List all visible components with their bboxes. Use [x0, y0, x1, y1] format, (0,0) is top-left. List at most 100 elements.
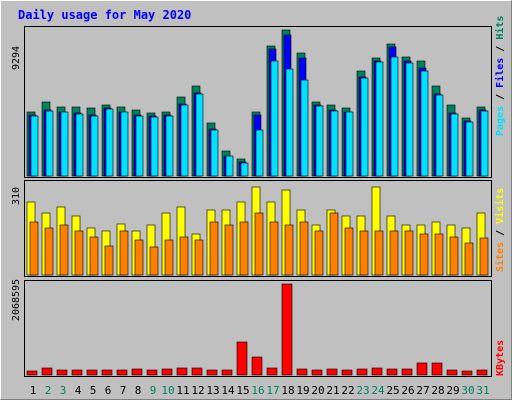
- chart-title: Daily usage for May 2020: [18, 8, 191, 22]
- visits-sites-bar-5: [89, 236, 99, 276]
- x-tick-label-2: 2: [45, 384, 52, 397]
- visits-sites-bar-23: [359, 230, 369, 276]
- kbytes-kbytes-bar-25: [386, 368, 398, 376]
- legend-files: Files: [494, 58, 506, 88]
- hits-pages-bar-5: [90, 115, 99, 177]
- kbytes-kbytes-bar-18: [281, 283, 293, 376]
- hits-pages-bar-11: [180, 104, 189, 177]
- visits-sites-bar-28: [434, 233, 444, 276]
- hits-pages-bar-31: [480, 110, 489, 177]
- kbytes-kbytes-bar-5: [86, 369, 98, 376]
- x-tick-label-31: 31: [476, 384, 489, 397]
- kbytes-kbytes-bar-20: [311, 369, 323, 376]
- kbytes-kbytes-bar-7: [116, 369, 128, 376]
- x-tick-label-3: 3: [60, 384, 67, 397]
- x-tick-label-10: 10: [161, 384, 174, 397]
- visits-ymax-label: 310: [11, 187, 22, 205]
- legend-separator-1: /: [495, 88, 506, 106]
- x-tick-label-1: 1: [30, 384, 37, 397]
- kbytes-kbytes-bar-21: [326, 368, 338, 376]
- visits-sites-bar-18: [284, 224, 294, 276]
- visits-sites-bar-9: [149, 246, 159, 276]
- visits-sites-bar-3: [59, 224, 69, 276]
- visits-sites-bar-7: [119, 230, 129, 276]
- kbytes-kbytes-bar-28: [431, 362, 443, 376]
- kbytes-kbytes-bar-13: [206, 369, 218, 376]
- visits-sites-bar-24: [374, 230, 384, 276]
- hits-pages-bar-3: [60, 111, 69, 177]
- x-tick-label-24: 24: [371, 384, 385, 397]
- visits-sites-bar-12: [194, 239, 204, 276]
- x-tick-label-6: 6: [105, 384, 112, 397]
- visits-sites-bar-29: [449, 236, 459, 276]
- visits-sites-bar-2: [44, 227, 54, 276]
- hits-pages-bar-17: [270, 60, 279, 177]
- hits-pages-bar-23: [360, 77, 369, 177]
- kbytes-kbytes-bar-9: [146, 369, 158, 376]
- x-tick-label-13: 13: [206, 384, 219, 397]
- hits-pages-bar-7: [120, 111, 129, 177]
- hits-pages-bar-16: [255, 129, 264, 177]
- kbytes-kbytes-bar-24: [371, 367, 383, 376]
- hits-pages-bar-14: [225, 155, 234, 177]
- hits-pages-bar-2: [45, 110, 54, 177]
- bar-layer: [26, 29, 489, 376]
- x-tick-label-5: 5: [90, 384, 97, 397]
- visits-sites-bar-20: [314, 230, 324, 276]
- kbytes-kbytes-bar-27: [416, 362, 428, 376]
- x-tick-label-29: 29: [446, 384, 459, 397]
- kbytes-kbytes-bar-22: [341, 369, 353, 376]
- hits-pages-bar-15: [240, 162, 249, 177]
- kbytes-kbytes-bar-29: [446, 369, 458, 376]
- x-tick-label-19: 19: [296, 384, 309, 397]
- visits-sites-bar-25: [389, 230, 399, 276]
- x-tick-label-26: 26: [401, 384, 414, 397]
- hits-pages-bar-19: [300, 79, 309, 177]
- visits-sites-bar-30: [464, 242, 474, 276]
- legend-pages: Pages: [495, 106, 506, 136]
- hits-ymax-label: 9294: [11, 46, 22, 70]
- x-tick-label-12: 12: [191, 384, 204, 397]
- hits-pages-bar-1: [30, 115, 39, 177]
- kbytes-kbytes-bar-15: [236, 341, 248, 376]
- x-tick-label-4: 4: [75, 384, 82, 397]
- kbytes-kbytes-bar-23: [356, 368, 368, 376]
- kbytes-kbytes-bar-8: [131, 368, 143, 376]
- kbytes-kbytes-bar-2: [41, 367, 53, 376]
- hits-pages-bar-27: [420, 70, 429, 177]
- legend-hits: Hits: [494, 16, 506, 40]
- x-tick-label-27: 27: [416, 384, 429, 397]
- visits-sites-bar-8: [134, 239, 144, 276]
- x-tick-label-22: 22: [341, 384, 354, 397]
- hits-pages-bar-30: [465, 121, 474, 177]
- hits-pages-bar-25: [390, 56, 399, 177]
- x-tick-label-14: 14: [221, 384, 235, 397]
- hits-pages-bar-12: [195, 93, 204, 177]
- hits-legend: Pages / Files / Hits: [494, 16, 506, 136]
- x-tick-label-30: 30: [461, 384, 474, 397]
- visits-sites-bar-11: [179, 236, 189, 276]
- visits-sites-bar-22: [344, 227, 354, 276]
- hits-pages-bar-20: [315, 105, 324, 177]
- visits-sites-bar-26: [404, 230, 414, 276]
- visits-legend: Sites / Visits: [494, 188, 506, 272]
- legend-sites: Sites: [494, 242, 506, 272]
- visits-sites-bar-1: [29, 221, 39, 276]
- kbytes-kbytes-bar-26: [401, 368, 413, 376]
- kbytes-kbytes-bar-30: [461, 370, 473, 376]
- hits-pages-bar-22: [345, 111, 354, 177]
- visits-sites-bar-21: [329, 212, 339, 276]
- visits-sites-bar-4: [74, 230, 84, 276]
- visits-sites-bar-14: [224, 224, 234, 276]
- x-tick-label-25: 25: [386, 384, 399, 397]
- hits-pages-bar-4: [75, 113, 84, 177]
- kbytes-kbytes-bar-10: [161, 368, 173, 376]
- hits-pages-bar-10: [165, 115, 174, 177]
- visits-sites-bar-15: [239, 221, 249, 276]
- hits-pages-bar-18: [285, 68, 294, 177]
- x-tick-label-17: 17: [266, 384, 279, 397]
- hits-pages-bar-29: [450, 113, 459, 177]
- kbytes-kbytes-bar-11: [176, 367, 188, 376]
- x-tick-label-9: 9: [150, 384, 157, 397]
